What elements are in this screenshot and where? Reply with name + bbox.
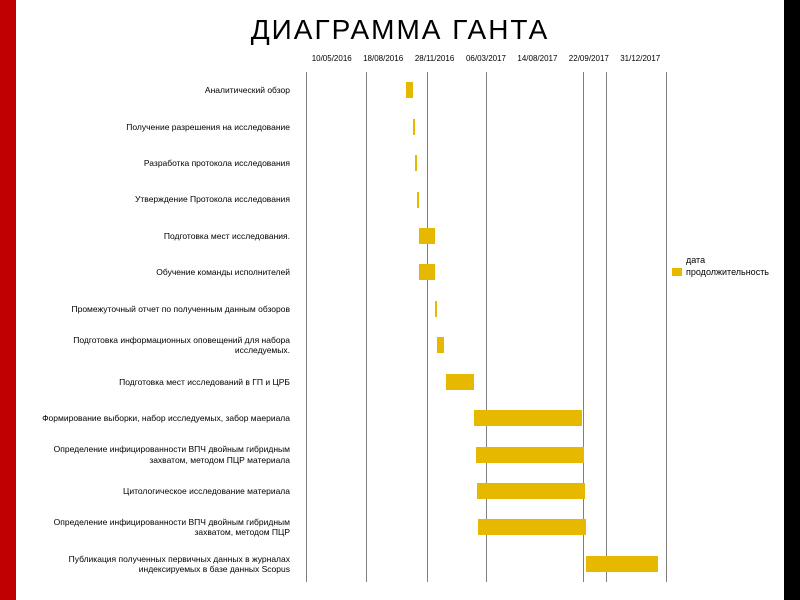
- page-title: ДИАГРАММА ГАНТА: [0, 14, 800, 46]
- task-label: Разработка протокола исследования: [26, 158, 298, 168]
- gridline: [666, 72, 667, 582]
- legend-label: продолжительность: [686, 267, 769, 277]
- bar-track: [298, 447, 658, 463]
- bar-track: [298, 264, 658, 280]
- bar-track: [298, 519, 658, 535]
- gantt-bar: [446, 374, 475, 390]
- task-row: Цитологическое исследование материала: [26, 479, 666, 503]
- task-label: Цитологическое исследование материала: [26, 486, 298, 496]
- task-row: Определение инфицированности ВПЧ двойным…: [26, 515, 666, 539]
- task-label: Получение разрешения на исследование: [26, 122, 298, 132]
- task-row: Разработка протокола исследования: [26, 151, 666, 175]
- x-tick: 18/08/2016: [357, 54, 408, 68]
- gantt-bar: [435, 301, 437, 317]
- bar-track: [298, 155, 658, 171]
- x-tick: 06/03/2017: [460, 54, 511, 68]
- x-tick: 22/09/2017: [563, 54, 614, 68]
- task-row: Формирование выборки, набор исследуемых,…: [26, 406, 666, 430]
- x-axis: 10/05/201618/08/201628/11/201606/03/2017…: [306, 54, 666, 68]
- accent-stripe-right: [784, 0, 800, 600]
- gantt-bar: [417, 192, 419, 208]
- legend-label: дата: [686, 255, 705, 265]
- gantt-bar: [419, 264, 436, 280]
- gantt-bar: [478, 519, 586, 535]
- bar-track: [298, 119, 658, 135]
- gantt-bar: [586, 556, 658, 572]
- task-label: Подготовка мест исследований в ГП и ЦРБ: [26, 377, 298, 387]
- task-row: Получение разрешения на исследование: [26, 115, 666, 139]
- bar-track: [298, 337, 658, 353]
- x-tick: 14/08/2017: [512, 54, 563, 68]
- task-row: Подготовка мест исследований в ГП и ЦРБ: [26, 370, 666, 394]
- task-label: Подготовка мест исследования.: [26, 231, 298, 241]
- task-label: Промежуточный отчет по полученным данным…: [26, 304, 298, 314]
- gantt-bar: [415, 155, 417, 171]
- task-label: Аналитический обзор: [26, 85, 298, 95]
- bar-track: [298, 483, 658, 499]
- bar-track: [298, 410, 658, 426]
- bar-track: [298, 192, 658, 208]
- task-row: Аналитический обзор: [26, 78, 666, 102]
- legend: дата продолжительность: [672, 255, 769, 279]
- gantt-bar: [419, 228, 436, 244]
- bar-track: [298, 374, 658, 390]
- gantt-bar: [406, 82, 413, 98]
- accent-stripe-left: [0, 0, 16, 600]
- legend-item: продолжительность: [672, 267, 769, 277]
- gantt-chart: 10/05/201618/08/201628/11/201606/03/2017…: [26, 54, 666, 584]
- legend-item: дата: [672, 255, 769, 265]
- task-label: Определение инфицированности ВПЧ двойным…: [26, 444, 298, 464]
- task-row: Публикация полученных первичных данных в…: [26, 552, 666, 576]
- task-label: Публикация полученных первичных данных в…: [26, 554, 298, 574]
- task-label: Формирование выборки, набор исследуемых,…: [26, 413, 298, 423]
- bar-track: [298, 301, 658, 317]
- bar-track: [298, 556, 658, 572]
- task-label: Утверждение Протокола исследования: [26, 194, 298, 204]
- task-row: Обучение команды исполнителей: [26, 260, 666, 284]
- x-tick: 10/05/2016: [306, 54, 357, 68]
- task-row: Определение инфицированности ВПЧ двойным…: [26, 443, 666, 467]
- task-label: Подготовка информационных оповещений для…: [26, 335, 298, 355]
- gantt-bar: [437, 337, 444, 353]
- gantt-bar: [477, 483, 585, 499]
- legend-swatch: [672, 268, 682, 276]
- task-row: Подготовка мест исследования.: [26, 224, 666, 248]
- gantt-bar: [474, 410, 582, 426]
- task-label: Обучение команды исполнителей: [26, 267, 298, 277]
- task-row: Промежуточный отчет по полученным данным…: [26, 297, 666, 321]
- gantt-bar: [476, 447, 584, 463]
- task-row: Утверждение Протокола исследования: [26, 188, 666, 212]
- bar-track: [298, 228, 658, 244]
- task-rows: Аналитический обзор Получение разрешения …: [26, 72, 666, 582]
- x-tick: 28/11/2016: [409, 54, 460, 68]
- task-label: Определение инфицированности ВПЧ двойным…: [26, 517, 298, 537]
- x-tick: 31/12/2017: [615, 54, 666, 68]
- gantt-bar: [413, 119, 415, 135]
- bar-track: [298, 82, 658, 98]
- task-row: Подготовка информационных оповещений для…: [26, 333, 666, 357]
